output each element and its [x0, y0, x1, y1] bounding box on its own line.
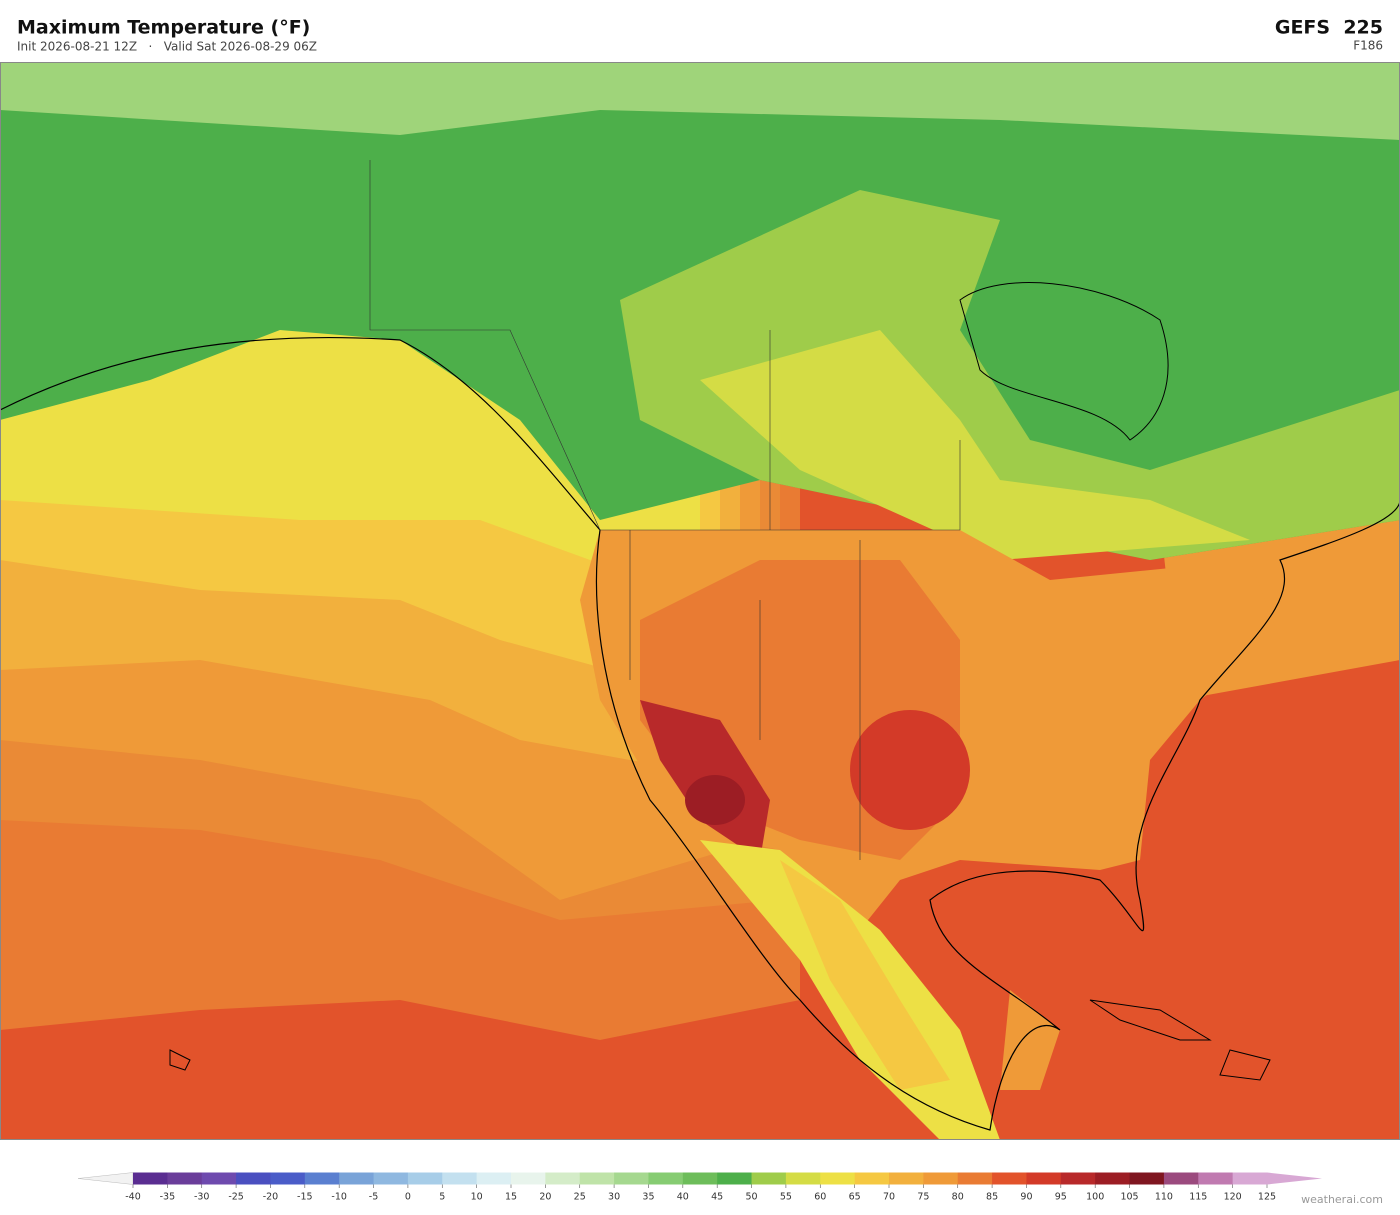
colorbar-tick-label: 120 — [1224, 1192, 1242, 1203]
colorbar-tick-label: 10 — [471, 1192, 483, 1203]
colorbar-segment — [1026, 1172, 1062, 1185]
colorbar-segment — [820, 1172, 856, 1185]
colorbar-segment — [373, 1172, 409, 1185]
colorbar-tick-label: 55 — [780, 1192, 792, 1203]
colorbar-segment — [1198, 1172, 1234, 1185]
colorbar-segment — [201, 1172, 237, 1185]
colorbar-tick-label: 100 — [1086, 1192, 1104, 1203]
colorbar-segment — [511, 1172, 546, 1185]
colorbar-tick-label: -40 — [125, 1192, 141, 1203]
colorbar-segment — [1232, 1172, 1268, 1185]
colorbar-tick-label: 50 — [745, 1192, 757, 1203]
colorbar-segment — [1129, 1172, 1165, 1185]
colorbar-segment — [133, 1172, 168, 1185]
colorbar-tick-label: 75 — [917, 1192, 929, 1203]
colorbar-segment — [476, 1172, 512, 1185]
colorbar-tick-label: 60 — [814, 1192, 826, 1203]
colorbar-segment — [854, 1172, 890, 1185]
colorbar-segment — [545, 1172, 581, 1185]
map-subtitle: Init 2026-08-21 12Z · Valid Sat 2026-08-… — [17, 40, 317, 54]
colorbar-segment — [992, 1172, 1027, 1185]
colorbar-segment — [889, 1172, 924, 1185]
colorbar-tick-label: 65 — [849, 1192, 861, 1203]
colorbar-tick-label: 85 — [986, 1192, 998, 1203]
colorbar-tick-label: -30 — [194, 1192, 210, 1203]
colorbar-tick-label: -10 — [331, 1192, 347, 1203]
colorbar-segment — [236, 1172, 271, 1185]
colorbar-tick-label: -25 — [228, 1192, 244, 1203]
colorbar-segment — [648, 1172, 684, 1185]
colorbar-tick-label: 30 — [608, 1192, 620, 1203]
colorbar-tick-label: 80 — [952, 1192, 964, 1203]
colorbar-segment — [1060, 1172, 1096, 1185]
colorbar-tick-label: 115 — [1189, 1192, 1207, 1203]
colorbar-extend-low — [77, 1172, 134, 1185]
colorbar-segment — [923, 1172, 959, 1185]
colorbar-tick-label: 20 — [539, 1192, 551, 1203]
colorbar-tick-label: 105 — [1120, 1192, 1138, 1203]
colorbar-segment — [751, 1172, 787, 1185]
colorbar-segment — [339, 1172, 375, 1185]
colorbar-tick-label: -15 — [297, 1192, 313, 1203]
colorbar-segment — [407, 1172, 443, 1185]
colorbar-tick-label: -5 — [369, 1192, 378, 1203]
colorbar-segment — [682, 1172, 718, 1185]
map — [0, 62, 1400, 1140]
colorbar-tick-label: 125 — [1258, 1192, 1276, 1203]
colorbar-tick-label: 25 — [574, 1192, 586, 1203]
colorbar-segment — [957, 1172, 993, 1185]
colorbar-segment — [304, 1172, 340, 1185]
colorbar-tick-label: -20 — [263, 1192, 279, 1203]
colorbar-tick-label: -35 — [160, 1192, 176, 1203]
colorbar-segment — [579, 1172, 615, 1185]
colorbar-segment — [717, 1172, 753, 1185]
map-title: Maximum Temperature (°F) — [17, 17, 310, 39]
colorbar-segment — [270, 1172, 306, 1185]
forecast-hour: F186 — [1353, 39, 1383, 53]
colorbar-tick-label: 15 — [505, 1192, 517, 1203]
colorbar: -40 -35 -30 -25 -20 -15 -10 -5 0 5 10 15 20 25 30 35 40 4… — [77, 1172, 1322, 1203]
colorbar-segment — [1163, 1172, 1199, 1185]
colorbar-segment — [785, 1172, 821, 1185]
colorbar-tick-label: 70 — [883, 1192, 895, 1203]
colorbar-extend-high — [1267, 1172, 1322, 1185]
colorbar-tick-label: 90 — [1020, 1192, 1032, 1203]
model-label: GEFS 225 — [1275, 17, 1383, 39]
colorbar-tick-label: 0 — [405, 1192, 411, 1203]
colorbar-tick-label: 110 — [1155, 1192, 1173, 1203]
colorbar-tick-label: 35 — [642, 1192, 654, 1203]
colorbar-tick-label: 95 — [1055, 1192, 1067, 1203]
colorbar-segment — [442, 1172, 478, 1185]
colorbar-segment — [1095, 1172, 1131, 1185]
colorbar-tick-label: 40 — [677, 1192, 689, 1203]
colorbar-segment — [167, 1172, 203, 1185]
colorbar-segment — [614, 1172, 649, 1185]
credit: weatherai.com — [1301, 1193, 1383, 1206]
colorbar-tick-label: 5 — [439, 1192, 445, 1203]
colorbar-tick-label: 45 — [711, 1192, 723, 1203]
